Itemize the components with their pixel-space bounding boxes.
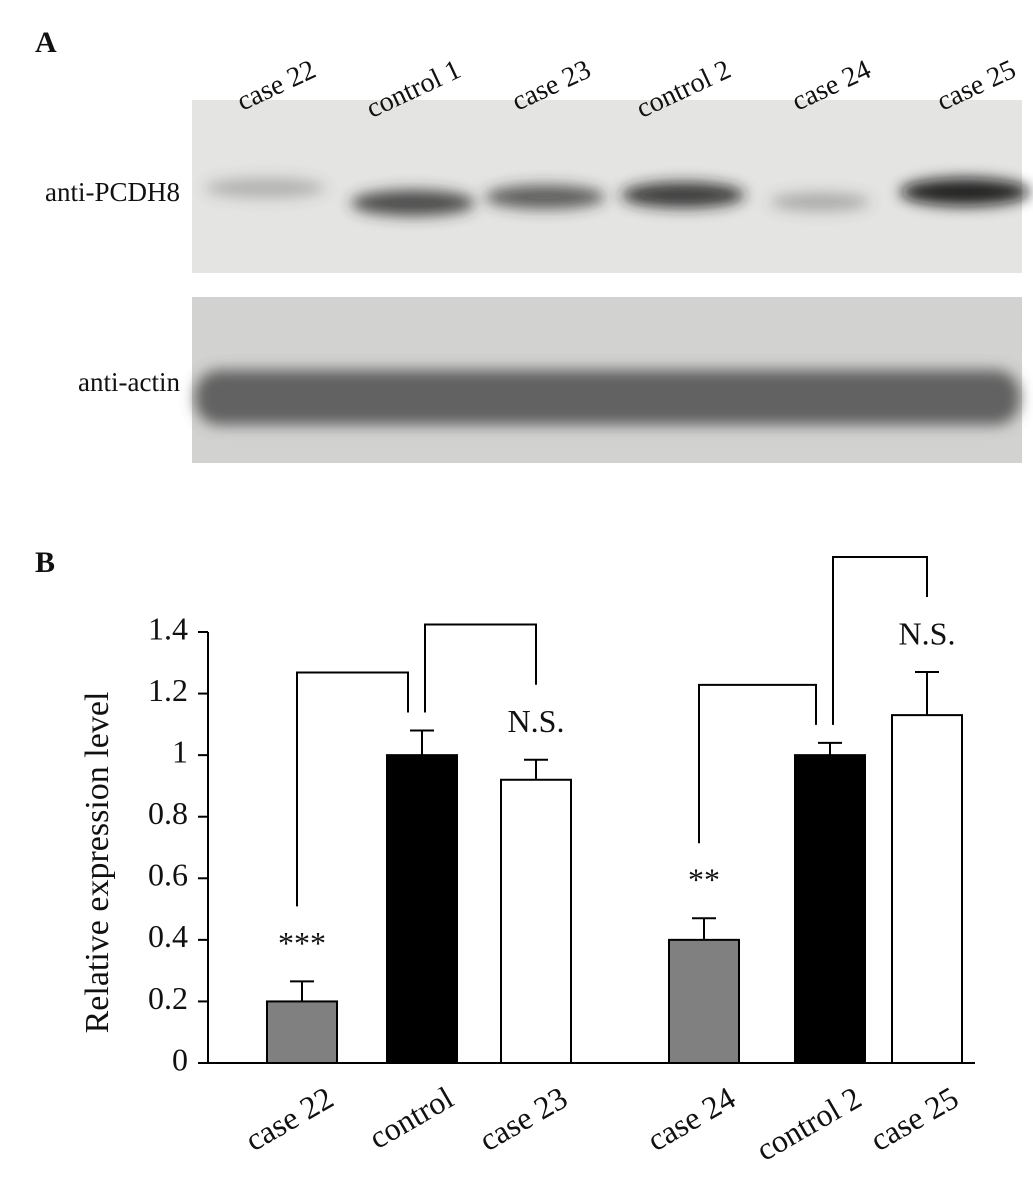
bar: [794, 754, 866, 1065]
y-tick-label: 0: [172, 1041, 188, 1077]
annotation: ***: [278, 925, 326, 961]
blot: [192, 100, 1030, 463]
significance-bracket: [424, 623, 537, 713]
annotation: N.S.: [899, 615, 956, 651]
blot-membrane: [192, 100, 1022, 273]
annotation: **: [688, 862, 720, 898]
band: [900, 178, 1030, 206]
band: [621, 182, 745, 208]
y-tick-label: 0.4: [148, 918, 188, 954]
band: [195, 370, 1020, 425]
x-tick-label: control: [363, 1079, 460, 1156]
panel-label: B: [35, 546, 55, 579]
bar: [891, 714, 963, 1064]
x-tick-label: case 24: [641, 1079, 741, 1158]
x-tick-label: case 22: [239, 1079, 339, 1158]
x-tick-label: control 2: [750, 1079, 867, 1167]
band: [205, 178, 325, 198]
band: [351, 190, 475, 216]
bar: [266, 1000, 338, 1065]
significance-bracket: [832, 556, 928, 725]
band: [770, 193, 870, 211]
significance-bracket: [296, 671, 409, 907]
y-tick-label: 1: [172, 733, 188, 769]
x-tick-label: case 25: [864, 1079, 964, 1158]
bar: [500, 778, 572, 1064]
bar: [386, 754, 458, 1065]
significance-bracket: [698, 683, 817, 844]
bar: [668, 938, 740, 1064]
y-tick-label: 1.2: [148, 672, 188, 708]
y-tick-label: 0.6: [148, 857, 188, 893]
row-label: anti-PCDH8: [45, 177, 180, 207]
panel-label: A: [35, 26, 57, 59]
y-axis-label: Relative expression level: [79, 692, 116, 1034]
bands: [195, 178, 1030, 425]
x-tick-label: case 23: [473, 1079, 573, 1158]
y-tick-label: 0.2: [148, 980, 188, 1016]
y-tick-label: 1.4: [148, 610, 188, 646]
band: [485, 185, 605, 209]
annotation: N.S.: [508, 703, 565, 739]
row-label: anti-actin: [78, 367, 180, 397]
y-tick-label: 0.8: [148, 795, 188, 831]
